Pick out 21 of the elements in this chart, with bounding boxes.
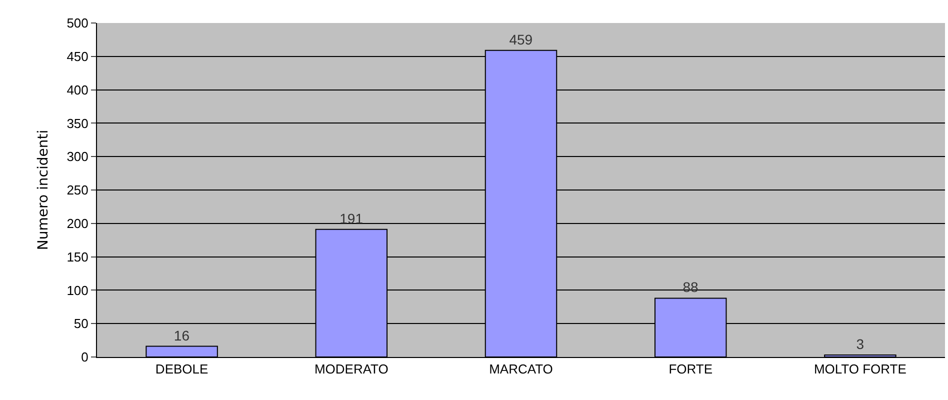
x-tick-label: MOLTO FORTE — [814, 362, 907, 377]
y-axis-title: Numero incidenti — [35, 130, 52, 250]
data-label: 459 — [509, 31, 533, 48]
y-tick-label: 250 — [66, 182, 88, 198]
y-tick-label: 450 — [66, 48, 88, 64]
x-tick-label: DEBOLE — [155, 362, 208, 377]
y-tick-label: 500 — [66, 16, 88, 31]
x-tick-label: FORTE — [668, 362, 713, 377]
y-tick-label: 400 — [66, 82, 88, 98]
y-tick-label: 350 — [66, 116, 88, 131]
data-label: 191 — [340, 210, 364, 226]
y-tick-label: 0 — [81, 350, 88, 365]
data-label: 3 — [856, 336, 864, 352]
x-tick-label: MODERATO — [314, 362, 388, 377]
data-label: 16 — [174, 327, 190, 344]
y-tick-label: 150 — [66, 249, 88, 264]
y-tick-label: 200 — [66, 216, 88, 231]
y-tick-label: 50 — [74, 316, 88, 332]
y-tick-label: 300 — [66, 149, 88, 164]
y-tick-label: 100 — [66, 282, 88, 298]
x-tick-label: MARCATO — [489, 362, 553, 377]
